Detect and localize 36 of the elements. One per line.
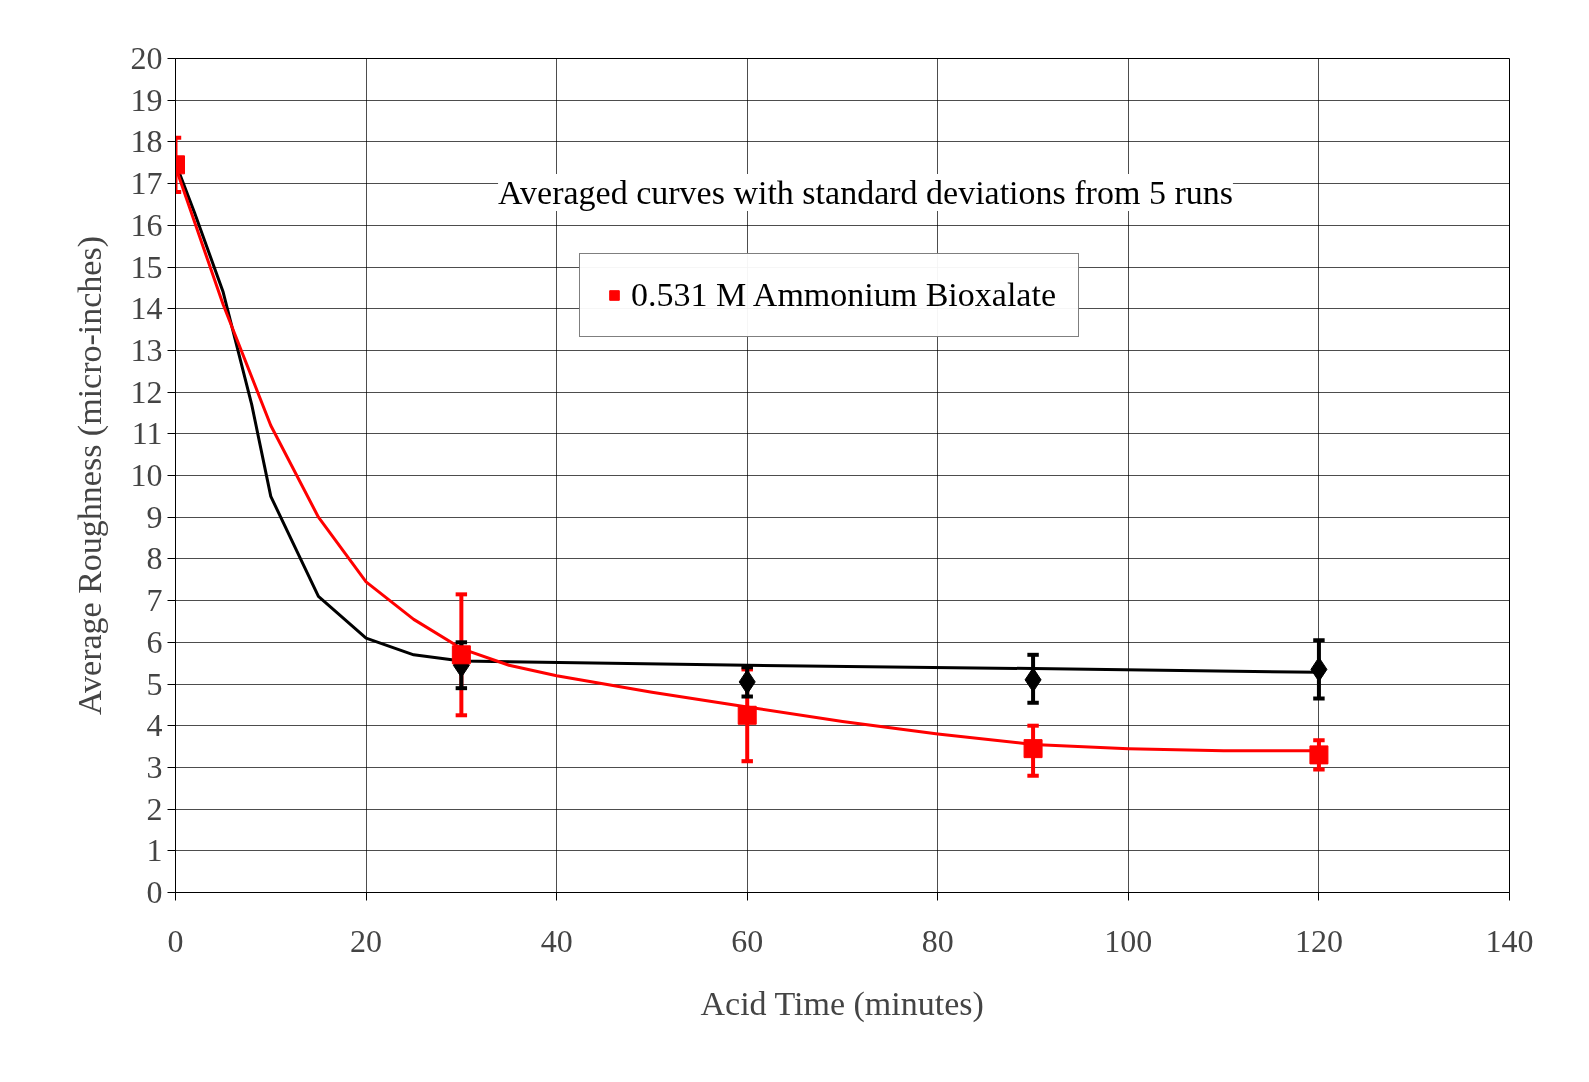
x-tick-label: 40 (540, 922, 573, 959)
y-tick-label: 10 (130, 457, 163, 493)
point (1309, 745, 1329, 765)
y-tick-label: 0 (146, 874, 163, 910)
y-tick-label: 7 (146, 582, 163, 619)
y-tick-label: 14 (130, 290, 163, 327)
x-tick-label: 100 (1104, 922, 1153, 959)
point (737, 705, 757, 725)
x-tick-label: 20 (350, 922, 383, 959)
y-axis-title: Average Roughness (micro-inches) (70, 235, 109, 715)
point (451, 645, 471, 665)
y-tick-label: 15 (130, 248, 163, 285)
y-tick-label: 2 (146, 790, 163, 827)
y-tick-label: 9 (146, 498, 163, 535)
y-tick-label: 17 (130, 165, 163, 202)
x-axis-title: Acid Time (minutes) (700, 984, 984, 1023)
x-tick-label: 140 (1485, 922, 1534, 959)
y-tick-label: 1 (146, 832, 163, 869)
y-tick-label: 18 (130, 123, 163, 160)
point (1023, 739, 1043, 759)
annotation: Averaged curves with standard deviations from 5 runs (498, 174, 1233, 211)
y-tick-label: 13 (130, 331, 163, 368)
y-tick-label: 8 (146, 540, 163, 577)
x-tick-label: 80 (921, 922, 954, 959)
y-tick-label: 12 (130, 373, 163, 410)
y-tick-label: 6 (146, 623, 163, 660)
y-tick-label: 3 (146, 748, 163, 785)
y-tick-label: 11 (131, 415, 163, 452)
x-tick-label: 60 (731, 922, 764, 959)
y-tick-label: 19 (130, 81, 163, 118)
y-tick-label: 16 (130, 206, 163, 243)
legend-label: 0.531 M Ammonium Bioxalate (631, 276, 1056, 314)
x-tick-label: 120 (1294, 922, 1343, 959)
y-tick-label: 20 (130, 40, 163, 76)
y-tick-label: 4 (146, 707, 163, 744)
y-tick-label: 5 (146, 665, 163, 702)
